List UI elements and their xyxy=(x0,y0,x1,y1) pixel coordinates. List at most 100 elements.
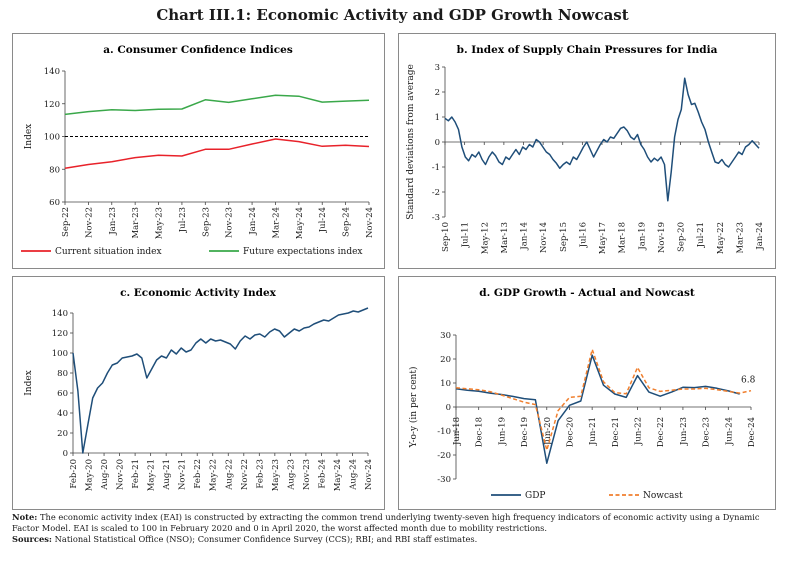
x-tick-label: Jan-23 xyxy=(108,207,118,236)
x-tick-label: Dec-18 xyxy=(475,417,485,447)
x-tick-label: May-12 xyxy=(480,222,490,254)
x-tick-label: Nov-21 xyxy=(178,459,188,490)
x-tick-label: Feb-21 xyxy=(131,459,141,489)
sources-label: Sources: xyxy=(12,534,52,545)
x-tick-label: May-22 xyxy=(209,459,219,491)
x-tick-label: Jun-21 xyxy=(588,417,598,446)
y-tick-label: 2 xyxy=(435,88,440,98)
panel-title: b. Index of Supply Chain Pressures for I… xyxy=(457,44,718,56)
panel-title: c. Economic Activity Index xyxy=(120,287,277,299)
x-tick-label: Nov-24 xyxy=(364,459,374,490)
y-tick-label: -3 xyxy=(432,213,440,223)
panel-consumer-confidence: a. Consumer Confidence Indices 60 80 100 12… xyxy=(12,33,385,269)
chart-consumer-confidence: a. Consumer Confidence Indices 60 80 100 12… xyxy=(21,44,375,257)
x-tick-label: Aug-20 xyxy=(100,459,110,491)
x-tick-label: Jun-22 xyxy=(634,417,644,446)
x-tick-label: Dec-21 xyxy=(611,417,621,447)
x-tick-label: Jan-19 xyxy=(637,222,647,251)
x-tick-label: Dec-24 xyxy=(747,417,757,447)
chart-gdp-growth: d. GDP Growth - Actual and Nowcast -30 -2… xyxy=(408,287,757,501)
x-tick-label: Jan-14 xyxy=(520,222,530,251)
y-tick-label: 0 xyxy=(435,138,440,148)
y-tick-label: -20 xyxy=(437,451,451,461)
y-tick-label: 120 xyxy=(52,329,68,339)
note-label: Note: xyxy=(12,512,38,522)
y-tick-label: 3 xyxy=(435,63,440,73)
notes: Note: The economic activity index (EAI) … xyxy=(12,512,774,546)
x-tick-label: Aug-23 xyxy=(286,459,296,491)
panel-economic-activity: c. Economic Activity Index 0 20 40 60 80 100 1… xyxy=(12,276,385,510)
x-tick-label: Sep-10 xyxy=(441,222,451,252)
y-tick-label: 10 xyxy=(440,379,451,389)
x-tick-label: Nov-20 xyxy=(116,459,126,490)
y-tick-label: 100 xyxy=(44,133,60,143)
legend-label-2: Future expectations index xyxy=(243,247,362,257)
y-tick-label: 0 xyxy=(63,449,68,459)
y-tick-label: 140 xyxy=(52,309,68,319)
x-tick-label: May-23 xyxy=(271,459,281,491)
x-tick-label: Nov-22 xyxy=(84,207,94,238)
x-tick-label: Sep-20 xyxy=(677,222,687,252)
panel-gdp-growth: d. GDP Growth - Actual and Nowcast -30 -2… xyxy=(398,276,776,510)
x-tick-label: Jun-20 xyxy=(543,417,553,446)
y-tick-label: 0 xyxy=(446,403,451,413)
note-line: Note: The economic activity index (EAI) … xyxy=(12,512,774,534)
y-tick-label: -2 xyxy=(432,188,440,198)
y-tick-label: -30 xyxy=(437,475,451,485)
x-tick-label: Aug-24 xyxy=(348,459,358,491)
x-tick-label: Jun-19 xyxy=(497,417,507,446)
x-tick-label: May-24 xyxy=(295,207,305,239)
x-tick-label: Jun-24 xyxy=(724,417,734,446)
series-line-2 xyxy=(455,348,752,451)
y-tick-label: 140 xyxy=(44,67,60,77)
x-tick-label: Sep-22 xyxy=(61,207,71,237)
x-tick-label: Nov-19 xyxy=(657,222,667,253)
x-tick-label: May-24 xyxy=(333,459,343,491)
y-axis-label: Index xyxy=(24,124,34,150)
x-tick-label: Nov-22 xyxy=(240,459,250,490)
legend-label-1: Current situation index xyxy=(55,247,162,257)
x-tick-label: Sep-23 xyxy=(201,207,211,237)
x-tick-label: Mar-23 xyxy=(131,207,141,239)
x-tick-label: May-20 xyxy=(85,459,95,491)
y-tick-label: 80 xyxy=(49,165,60,175)
y-tick-label: 20 xyxy=(57,429,68,439)
sources-line: Sources: National Statistical Office (NS… xyxy=(12,534,774,545)
x-tick-label: Jan-24 xyxy=(755,222,765,251)
y-axis-label: Y-o-y (in per cent) xyxy=(408,367,419,449)
y-tick-label: 30 xyxy=(440,331,451,341)
x-tick-label: Nov-24 xyxy=(365,207,375,238)
x-tick-label: Aug-22 xyxy=(224,459,234,491)
y-tick-label: 60 xyxy=(49,198,60,208)
x-tick-label: Nov-23 xyxy=(302,459,312,490)
chart-economic-activity: c. Economic Activity Index 0 20 40 60 80 100 1… xyxy=(24,287,374,491)
chart-title: Chart III.1: Economic Activity and GDP G… xyxy=(156,6,629,24)
y-tick-label: -1 xyxy=(432,163,440,173)
x-tick-label: Jun-18 xyxy=(452,417,462,446)
x-tick-label: Dec-22 xyxy=(656,417,666,447)
x-tick-label: Mar-23 xyxy=(735,222,745,254)
series-line-2 xyxy=(64,94,370,116)
x-tick-label: Nov-23 xyxy=(225,207,235,238)
y-axis-label: Index xyxy=(24,370,34,396)
x-tick-label: Aug-21 xyxy=(162,459,172,491)
series-line-1 xyxy=(444,77,760,202)
x-tick-label: Jun-23 xyxy=(679,417,689,446)
y-tick-label: 80 xyxy=(57,369,68,379)
x-tick-label: Jul-21 xyxy=(696,222,706,248)
series-line-1 xyxy=(72,307,369,454)
legend-label-1: GDP xyxy=(525,491,545,501)
x-tick-label: Feb-22 xyxy=(193,459,203,489)
x-tick-label: Nov-14 xyxy=(539,222,549,253)
x-tick-label: Jul-16 xyxy=(578,222,588,248)
panel-supply-chain: b. Index of Supply Chain Pressures for I… xyxy=(398,33,776,269)
x-tick-label: Feb-24 xyxy=(317,459,327,489)
x-tick-label: Sep-24 xyxy=(342,207,352,237)
panel-title: d. GDP Growth - Actual and Nowcast xyxy=(479,287,695,299)
sources-text: National Statistical Office (NSO); Consu… xyxy=(54,534,478,545)
y-tick-label: 100 xyxy=(52,349,68,359)
y-tick-label: 1 xyxy=(435,113,440,123)
x-tick-label: Dec-19 xyxy=(520,417,530,447)
x-tick-label: May-22 xyxy=(716,222,726,254)
y-tick-label: 60 xyxy=(57,389,68,399)
